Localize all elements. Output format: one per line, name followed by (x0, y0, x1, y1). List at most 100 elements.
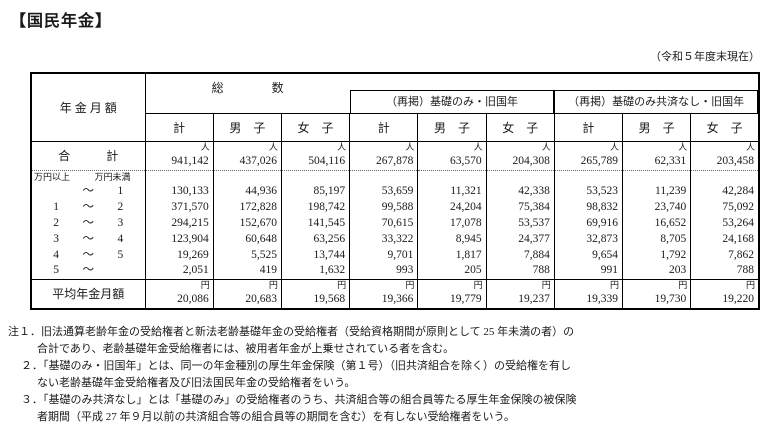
page-title: 【国民年金】 (10, 13, 113, 30)
average-row-label: 平均年金月額 (31, 278, 146, 309)
tilde: ～ (82, 184, 95, 197)
value-cell: 991 (553, 263, 624, 279)
value-cell: 24,377 (485, 231, 555, 247)
value-cell: 371,570 (144, 199, 214, 215)
value-cell: 33,322 (349, 231, 419, 247)
footnote-line: ３．「基礎のみ共済なし」とは「基礎のみ」の受給権者のうち、共済組合等の組合員等た… (21, 394, 577, 406)
value-cell: 123,904 (144, 231, 214, 247)
value-cell: 99,588 (349, 199, 419, 215)
range-header-left: 万円以上 (34, 171, 71, 182)
group-header-basic-only: （再掲）基礎のみ・旧国年 (349, 73, 555, 113)
subheader-saikei1-female: 女 子 (485, 112, 555, 142)
value-cell: 152,670 (212, 215, 282, 231)
unit-cell: 人 (417, 141, 487, 153)
subheader-saikei1-kei: 計 (349, 112, 419, 142)
range-label: 3 ～ 4 (31, 231, 146, 247)
value-cell: 24,168 (690, 231, 760, 247)
tilde: ～ (82, 248, 95, 261)
value-cell: 267,878 (349, 153, 419, 171)
value-cell: 23,740 (622, 199, 692, 215)
header-row-groups: 年 金 月 額 総 数 （再掲）基礎のみ・旧国年 （再掲）基礎のみ共済なし・旧国… (31, 73, 759, 142)
value-cell: 8,705 (622, 231, 692, 247)
value-cell: 1,792 (622, 247, 692, 263)
value-cell: 32,873 (553, 231, 624, 247)
value-cell: 265,789 (553, 153, 624, 171)
unit-cell: 円 (417, 278, 487, 291)
total-row-label: 合 計 (31, 141, 146, 171)
footnote-line: ２．「基礎のみ・旧国年」とは、同一の年金種別の厚生年金保険（第１号）（旧共済組合… (21, 360, 571, 372)
footnote-line: 合計であり、老齢基礎年金受給権者には、被用者年金が上乗せされている者を含む。 (37, 343, 455, 355)
unit-cell: 円 (349, 278, 419, 291)
value-cell: 11,321 (417, 183, 487, 199)
subheader-total-female: 女 子 (280, 112, 351, 142)
value-cell: 63,256 (280, 231, 351, 247)
value-cell: 13,744 (280, 247, 351, 263)
unit-cell: 人 (349, 141, 419, 153)
value-cell: 24,204 (417, 199, 487, 215)
value-cell: 62,331 (622, 153, 692, 171)
range-header-cell: 万円以上 万円未満 (31, 170, 146, 183)
group-header-total: 総 数 (145, 73, 350, 114)
table-row: 1 ～ 2 371,570 172,828 198,742 99,588 24,… (31, 199, 760, 215)
value-cell: 42,284 (690, 183, 760, 199)
value-cell: 60,648 (212, 231, 282, 247)
value-cell: 141,545 (280, 215, 351, 231)
value-cell: 204,308 (485, 153, 555, 171)
group-header-basic-only-no-mutual: （再掲）基礎のみ共済なし・旧国年 (554, 73, 759, 113)
range-header-row: 万円以上 万円未満 (31, 170, 760, 183)
unit-cell: 人 (212, 141, 282, 153)
subheader-saikei2-female: 女 子 (690, 112, 760, 142)
value-cell: 19,269 (144, 247, 214, 263)
value-cell: 16,652 (622, 215, 692, 231)
unit-cell: 円 (553, 278, 624, 291)
value-cell: 1,817 (417, 247, 487, 263)
tilde: ～ (82, 264, 95, 277)
unit-cell: 人 (485, 141, 555, 153)
unit-row-yen: 平均年金月額 円 円 円 円 円 円 円 円 円 (31, 278, 760, 309)
footnotes: 注１．旧法通算老齢年金の受給権者と新法老齢基礎年金の受給権者（受給資格期間が原則… (8, 324, 760, 426)
value-cell: 19,730 (622, 291, 692, 309)
range-label: 4 ～ 5 (31, 247, 146, 263)
range-label: ～ 1 (31, 183, 146, 199)
value-cell: 69,916 (553, 215, 624, 231)
subheader-total-kei: 計 (144, 112, 214, 142)
table-row: 5 ～ 2,051 419 1,632 993 205 788 991 203 … (31, 263, 760, 279)
range-label: 2 ～ 3 (31, 215, 146, 231)
value-cell: 9,701 (349, 247, 419, 263)
range-label: 5 ～ (31, 263, 146, 279)
value-cell: 53,523 (553, 183, 624, 199)
footnote-line: ない老齢基礎年金受給権者及び旧法国民年金の受給権者をいう。 (37, 377, 356, 389)
value-cell: 5,525 (212, 247, 282, 263)
value-cell: 19,779 (417, 291, 487, 309)
range-label: 1 ～ 2 (31, 199, 146, 215)
value-cell: 941,142 (144, 153, 214, 171)
unit-cell: 円 (280, 278, 351, 291)
tilde: ～ (82, 232, 95, 245)
value-cell: 7,884 (485, 247, 555, 263)
subheader-total-male: 男 子 (212, 112, 282, 142)
value-cell: 19,220 (690, 291, 760, 309)
subheader-saikei2-male: 男 子 (622, 112, 692, 142)
group-header-basic-only-label: （再掲）基礎のみ・旧国年 (349, 89, 555, 113)
unit-cell: 人 (280, 141, 351, 153)
unit-cell: 円 (622, 278, 692, 291)
unit-cell: 円 (144, 278, 214, 291)
value-cell: 993 (349, 263, 419, 279)
unit-cell: 人 (622, 141, 692, 153)
value-cell: 437,026 (212, 153, 282, 171)
unit-cell: 人 (553, 141, 624, 153)
value-cell: 63,570 (417, 153, 487, 171)
value-cell: 788 (485, 263, 555, 279)
value-cell: 8,945 (417, 231, 487, 247)
value-cell: 198,742 (280, 199, 351, 215)
group-header-basic-only-no-mutual-label: （再掲）基礎のみ共済なし・旧国年 (554, 89, 758, 113)
value-cell: 98,832 (553, 199, 624, 215)
value-cell: 419 (212, 263, 282, 279)
footnote-line: 者期間（平成 27 年９月以前の共済組合等の組合員等の期間を含む）を有しない受給… (37, 411, 515, 423)
header-row-sub: 計 男 子 女 子 計 男 子 女 子 計 男 子 女 子 (31, 112, 760, 142)
value-cell: 9,654 (553, 247, 624, 263)
unit-row-person: 合 計 人 人 人 人 人 人 人 人 人 (31, 141, 760, 171)
range-header-right: 万円未満 (94, 171, 131, 182)
value-cell: 203 (622, 263, 692, 279)
total-row: 941,142 437,026 504,116 267,878 63,570 2… (31, 153, 760, 171)
